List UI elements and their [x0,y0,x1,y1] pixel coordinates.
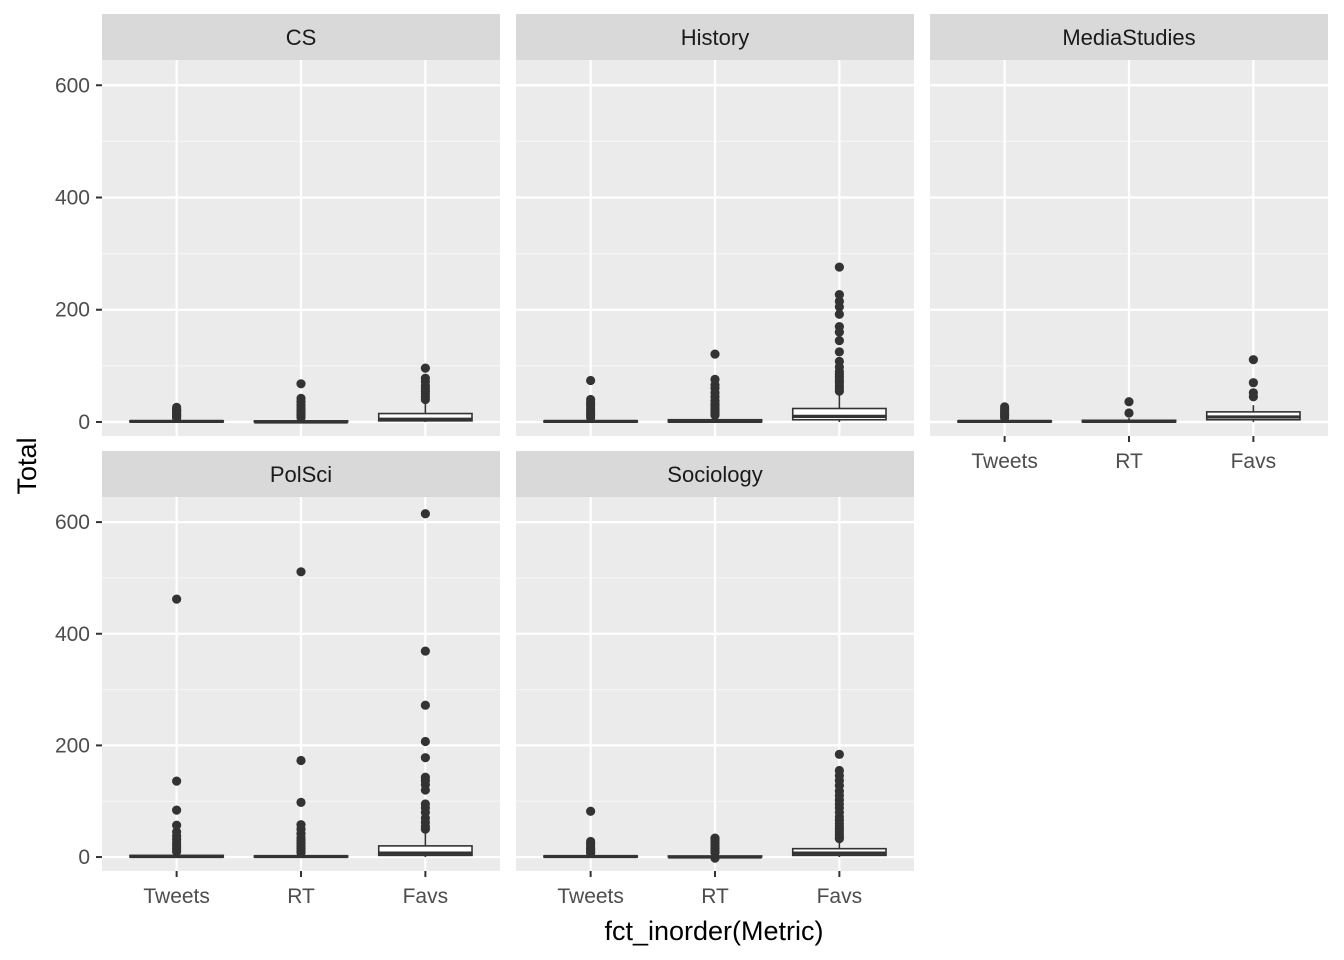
x-tick-label: RT [701,885,729,908]
outlier-point [296,755,306,766]
facet-panel-history: History [516,14,914,436]
outlier-point [420,373,430,383]
facet-panel-polsci: PolSci 0 200 400 600 Tweets RT Favs [55,451,500,908]
outlier-point [420,736,430,747]
x-tick-label: RT [1115,450,1143,473]
outlier-point [834,321,844,332]
outlier-point [296,567,306,577]
outlier-point [834,289,844,300]
facet-strip [930,14,1328,60]
outlier-point [834,262,844,272]
facet-panel-cs: CS 0 200 400 600 [55,14,500,436]
facet-strip-label: Sociology [667,462,762,487]
box-favs [791,262,887,422]
box-tweets [543,375,639,424]
y-tick-label: 400 [55,623,90,646]
facet-panels: CS 0 200 400 600 History MediaStudies Tweets RT F… [55,14,1328,908]
x-tick-label: Tweets [143,885,210,908]
outlier-point [710,833,720,843]
box-favs [377,509,473,858]
facet-strip-label: CS [286,25,317,50]
outlier-point [834,347,844,357]
y-tick-label: 600 [55,511,90,534]
outlier-point [420,753,430,763]
x-tick-label: RT [287,885,315,908]
outlier-point [834,335,844,346]
box-rt [253,379,349,424]
box-iqr [791,407,887,421]
box-rt [253,567,349,859]
outlier-point [710,349,720,359]
box-favs [1205,355,1301,422]
outlier-point [1000,402,1010,412]
y-tick-label: 0 [78,846,90,869]
outlier-point [420,799,430,809]
outlier-point [834,309,844,319]
outlier-point [1248,355,1258,365]
outlier-point [296,379,306,389]
box-favs [791,749,887,858]
outlier-point [586,806,596,816]
facet-strip-label: MediaStudies [1062,25,1195,50]
outlier-point [420,363,430,373]
outlier-point [834,765,844,776]
facet-panel-sociology: Sociology Tweets RT Favs [516,451,914,908]
box-rt [1081,397,1177,424]
x-tick-label: Tweets [557,885,624,908]
x-tick-label: Tweets [971,450,1038,473]
y-tick-label: 200 [55,299,90,322]
y-tick-label: 200 [55,734,90,757]
x-tick-label: Favs [1231,450,1277,473]
facet-panel-mediastudies: MediaStudies Tweets RT Favs [930,14,1328,473]
outlier-point [1248,378,1258,388]
y-tick-label: 0 [78,411,90,434]
outlier-point [586,375,596,386]
y-tick-label: 400 [55,186,90,209]
facet-strip [102,14,500,60]
box-rt [667,833,763,863]
box-tweets [543,806,639,859]
box-favs [377,363,473,422]
outlier-point [296,797,306,807]
box-tweets [957,402,1053,424]
outlier-point [1124,397,1134,407]
outlier-point [172,594,182,604]
outlier-point [834,356,844,366]
outlier-point [296,393,306,403]
outlier-point [172,827,182,837]
outlier-point [1248,388,1258,398]
facet-strip-label: History [681,25,749,50]
x-axis-title: fct_inorder(Metric) [604,916,823,946]
facet-strip [516,451,914,497]
outlier-point [1124,408,1134,418]
y-tick-label: 600 [55,74,90,97]
y-axis-title: Total [12,437,42,494]
outlier-point [586,836,596,847]
outlier-point [710,374,720,384]
outlier-point [420,700,430,710]
facet-strip [516,14,914,60]
outlier-point [172,776,182,786]
outlier-point [834,296,844,306]
outlier-point [834,749,844,759]
x-tick-label: Favs [817,885,863,908]
outlier-point [420,509,430,519]
box-iqr [377,845,473,857]
outlier-point [420,772,430,782]
box-tweets [129,594,225,859]
outlier-point [172,820,182,830]
outlier-point [172,805,182,815]
facet-strip [102,451,500,497]
outlier-point [296,820,306,830]
outlier-point [586,394,596,405]
outlier-point [420,646,430,656]
box-iqr [377,412,473,422]
box-tweets [129,402,225,424]
box-rt [667,349,763,424]
x-tick-label: Favs [403,885,449,908]
outlier-point [172,402,182,412]
facet-strip-label: PolSci [270,462,332,487]
